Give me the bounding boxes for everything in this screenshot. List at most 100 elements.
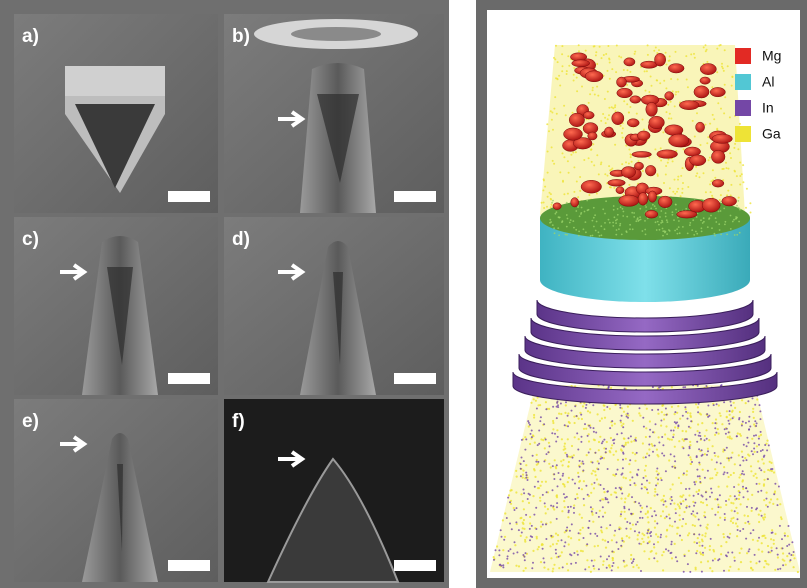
atom: [657, 455, 659, 457]
atom: [674, 426, 676, 428]
atom: [746, 188, 748, 190]
atom: [782, 552, 784, 554]
atom: [621, 445, 623, 447]
atom: [680, 482, 682, 484]
atom: [579, 215, 581, 217]
atom: [607, 468, 609, 470]
atom: [501, 536, 503, 538]
atom: [782, 559, 784, 561]
atom: [576, 415, 578, 417]
atom: [582, 527, 584, 529]
atom: [583, 402, 585, 404]
atom: [705, 526, 707, 528]
atom: [724, 224, 726, 226]
atom: [645, 234, 647, 236]
atom: [611, 68, 613, 70]
mg-cluster: [722, 196, 737, 206]
atom: [608, 114, 610, 116]
atom: [734, 495, 736, 497]
atom: [634, 501, 636, 503]
atom: [594, 533, 596, 535]
atom: [730, 184, 732, 186]
atom: [552, 406, 554, 408]
atom: [681, 539, 683, 541]
atom: [657, 479, 659, 481]
atom: [696, 469, 698, 471]
atom: [661, 436, 663, 438]
atom: [597, 545, 599, 547]
atom: [663, 182, 665, 184]
atom: [555, 45, 557, 47]
atom: [634, 439, 636, 441]
atom: [656, 229, 658, 231]
atom: [595, 512, 597, 514]
atom: [737, 529, 739, 531]
atom: [624, 511, 626, 513]
atom: [718, 433, 720, 435]
atom: [674, 467, 676, 469]
atom: [581, 86, 583, 88]
atom: [544, 186, 546, 188]
atom: [688, 532, 690, 534]
atom: [696, 233, 698, 235]
atom: [614, 104, 616, 106]
atom: [583, 480, 585, 482]
atom: [697, 537, 699, 539]
atom: [723, 570, 725, 572]
atom: [689, 456, 691, 458]
atom: [755, 562, 757, 564]
atom: [735, 216, 737, 218]
atom: [554, 433, 556, 435]
atom: [648, 482, 650, 484]
atom: [625, 477, 627, 479]
atom: [741, 399, 743, 401]
atom: [773, 471, 775, 473]
atom: [595, 54, 597, 56]
atom: [696, 512, 698, 514]
atom: [697, 406, 699, 408]
atom: [786, 555, 788, 557]
atom: [563, 193, 565, 195]
atom: [662, 228, 664, 230]
atom: [573, 227, 575, 229]
atom: [730, 157, 732, 159]
atom: [646, 70, 648, 72]
atom: [577, 206, 579, 208]
atom: [763, 499, 765, 501]
atom: [756, 398, 758, 400]
atom: [699, 545, 701, 547]
atom: [732, 417, 734, 419]
atom: [609, 408, 611, 410]
atom: [590, 235, 592, 237]
atom: [628, 184, 630, 186]
atom: [720, 201, 722, 203]
atom: [679, 519, 681, 521]
atom: [601, 417, 603, 419]
atom: [535, 528, 537, 530]
atom: [573, 454, 575, 456]
atom: [739, 175, 741, 177]
atom: [758, 549, 760, 551]
atom: [744, 457, 746, 459]
atom: [545, 523, 547, 525]
atom: [563, 156, 565, 158]
atom: [642, 442, 644, 444]
atom: [676, 228, 678, 230]
atom: [696, 542, 698, 544]
atom: [647, 44, 649, 46]
atom: [731, 552, 733, 554]
atom: [600, 526, 602, 528]
atom: [710, 180, 712, 182]
atom: [600, 225, 602, 227]
atom: [736, 205, 738, 207]
atom: [583, 228, 585, 230]
atom: [515, 491, 517, 493]
atom: [547, 196, 549, 198]
atom: [551, 112, 553, 114]
atom: [606, 441, 608, 443]
atom: [599, 500, 601, 502]
atom: [747, 498, 749, 500]
atom: [579, 460, 581, 462]
atom: [577, 472, 579, 474]
atom: [624, 565, 626, 567]
